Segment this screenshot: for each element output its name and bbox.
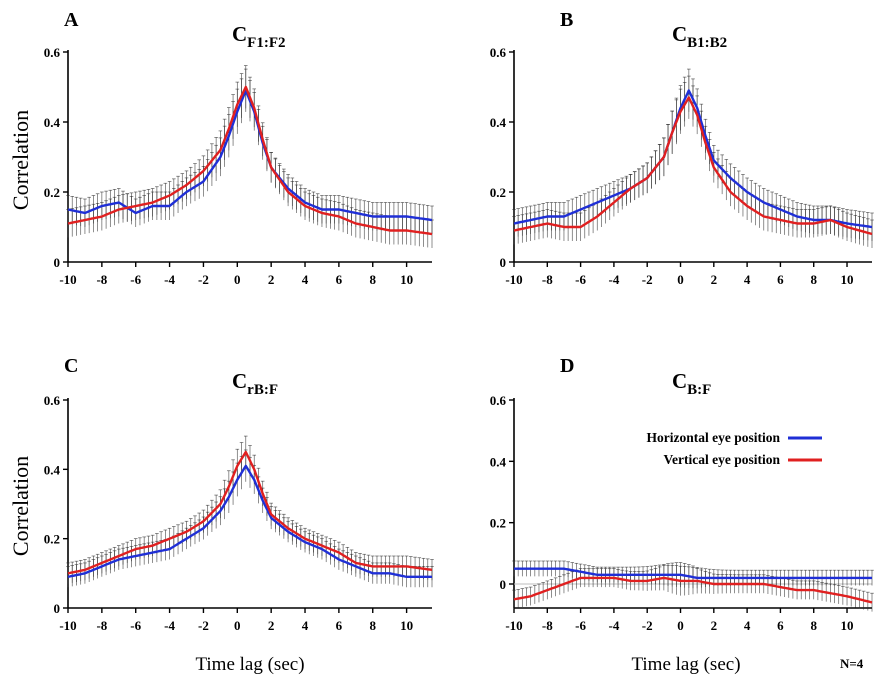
y-tick-label: 0.4 bbox=[490, 454, 507, 469]
title-main: C bbox=[232, 369, 247, 393]
x-tick-label: 4 bbox=[744, 618, 751, 633]
x-tick-label: -4 bbox=[608, 272, 619, 287]
series-line-vertical bbox=[513, 96, 873, 236]
x-tick-label: 2 bbox=[711, 272, 718, 287]
x-tick-label: -8 bbox=[542, 272, 553, 287]
x-tick-label: -6 bbox=[130, 618, 141, 633]
x-tick-label: -2 bbox=[198, 618, 209, 633]
x-tick-label: 10 bbox=[400, 618, 413, 633]
x-tick-label: 4 bbox=[302, 272, 309, 287]
panel-d: D CB:F 0 0.2 0.4 0.6 -10 -8 -6 -4 -2 0 2 4 6 8 10 Time la… bbox=[490, 355, 874, 675]
title-main: C bbox=[672, 22, 687, 46]
x-tick-label: 8 bbox=[369, 272, 376, 287]
series-vertical bbox=[512, 564, 874, 612]
series-line-horizontal bbox=[67, 464, 432, 578]
y-tick-label: 0 bbox=[54, 601, 61, 616]
x-tick-label: 6 bbox=[336, 618, 343, 633]
panel-letter: A bbox=[64, 9, 79, 31]
x-tick-label: -4 bbox=[164, 618, 175, 633]
panel-a: A CF1:F2 0 0.2 0.4 0.6 -10 -8 -6 -4 -2 0 2 4 6 8 10 Corre… bbox=[8, 9, 434, 287]
x-tick-label: -8 bbox=[96, 272, 107, 287]
title-main: C bbox=[672, 369, 687, 393]
x-tick-label: -10 bbox=[505, 618, 522, 633]
legend-label: Vertical eye position bbox=[664, 452, 781, 467]
series-vertical bbox=[66, 65, 434, 248]
sample-size-note: N=4 bbox=[840, 656, 864, 671]
series-line-horizontal bbox=[514, 567, 872, 580]
x-tick-label: -10 bbox=[59, 618, 76, 633]
x-tick-label: -2 bbox=[642, 272, 653, 287]
x-tick-label: -4 bbox=[608, 618, 619, 633]
legend: Horizontal eye position Vertical eye posi… bbox=[647, 430, 822, 467]
x-axis-label: Time lag (sec) bbox=[631, 654, 740, 675]
x-tick-label: 10 bbox=[841, 618, 854, 633]
y-tick-label: 0.4 bbox=[44, 115, 61, 130]
panel-title: CF1:F2 bbox=[232, 22, 286, 51]
x-tick-label: 0 bbox=[234, 618, 241, 633]
y-tick-label: 0.6 bbox=[44, 45, 61, 60]
title-main: C bbox=[232, 22, 247, 46]
panel-title: CB1:B2 bbox=[672, 22, 727, 51]
x-tick-label: 0 bbox=[677, 618, 684, 633]
x-tick-label: 8 bbox=[810, 272, 817, 287]
x-tick-label: 2 bbox=[711, 618, 718, 633]
panel-letter: D bbox=[560, 355, 574, 377]
x-tick-label: 0 bbox=[677, 272, 684, 287]
y-tick-label: 0.2 bbox=[490, 185, 506, 200]
panel-letter: C bbox=[64, 355, 78, 377]
panel-title: CB:F bbox=[672, 369, 711, 398]
panel-title: CrB:F bbox=[232, 369, 278, 398]
y-tick-label: 0.6 bbox=[490, 45, 507, 60]
title-subscript: B:F bbox=[687, 382, 711, 398]
x-tick-label: 6 bbox=[336, 272, 343, 287]
y-tick-label: 0 bbox=[54, 255, 61, 270]
x-tick-label: -8 bbox=[96, 618, 107, 633]
panel-letter: B bbox=[560, 9, 573, 31]
x-tick-label: 4 bbox=[744, 272, 751, 287]
y-axis-label: Correlation bbox=[8, 456, 33, 556]
x-tick-label: -4 bbox=[164, 272, 175, 287]
x-tick-label: -2 bbox=[198, 272, 209, 287]
y-tick-label: 0.6 bbox=[44, 393, 61, 408]
x-tick-label: 10 bbox=[841, 272, 854, 287]
y-tick-label: 0.2 bbox=[44, 185, 60, 200]
y-tick-label: 0.2 bbox=[490, 516, 506, 531]
x-tick-label: 0 bbox=[234, 272, 241, 287]
y-tick-label: 0.6 bbox=[490, 393, 507, 408]
x-tick-label: 10 bbox=[400, 272, 413, 287]
title-subscript: rB:F bbox=[247, 382, 278, 398]
title-subscript: F1:F2 bbox=[247, 35, 285, 51]
y-tick-label: 0 bbox=[500, 255, 507, 270]
y-tick-label: 0 bbox=[500, 577, 507, 592]
x-tick-label: 6 bbox=[777, 618, 784, 633]
y-tick-label: 0.4 bbox=[490, 115, 507, 130]
x-tick-label: -6 bbox=[575, 618, 586, 633]
x-tick-label: 4 bbox=[302, 618, 309, 633]
series-line-horizontal bbox=[513, 89, 873, 229]
series-line-vertical bbox=[67, 85, 433, 236]
x-tick-label: 8 bbox=[810, 618, 817, 633]
x-tick-label: -10 bbox=[505, 272, 522, 287]
x-axis-label: Time lag (sec) bbox=[195, 654, 304, 675]
x-tick-label: 6 bbox=[777, 272, 784, 287]
x-tick-label: -8 bbox=[542, 618, 553, 633]
y-axis-label: Correlation bbox=[8, 110, 33, 210]
x-tick-label: -6 bbox=[575, 272, 586, 287]
x-tick-label: -6 bbox=[130, 272, 141, 287]
title-subscript: B1:B2 bbox=[687, 35, 727, 51]
series-line-vertical bbox=[67, 450, 433, 575]
x-tick-label: 2 bbox=[268, 618, 275, 633]
panel-b: B CB1:B2 0 0.2 0.4 0.6 -10 -8 -6 -4 -2 0 2 4 6 8 10 bbox=[490, 9, 874, 287]
x-tick-label: -2 bbox=[642, 618, 653, 633]
x-tick-label: -10 bbox=[59, 272, 76, 287]
y-tick-label: 0.2 bbox=[44, 532, 60, 547]
x-tick-label: 2 bbox=[268, 272, 275, 287]
x-tick-label: 8 bbox=[369, 618, 376, 633]
series-line-vertical bbox=[513, 576, 873, 604]
y-tick-label: 0.4 bbox=[44, 462, 61, 477]
legend-label: Horizontal eye position bbox=[647, 430, 781, 445]
